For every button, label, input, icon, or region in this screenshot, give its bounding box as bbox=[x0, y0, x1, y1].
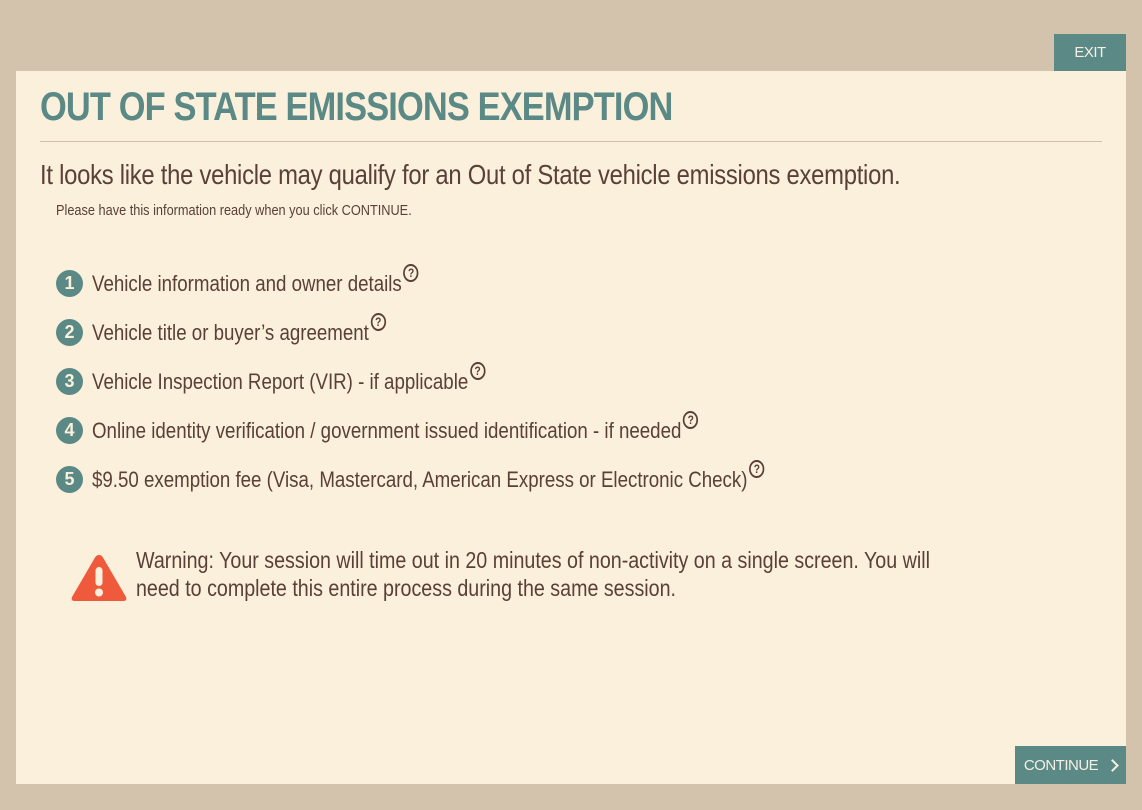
requirement-item-1: 1 Vehicle information and owner details? bbox=[56, 259, 883, 308]
warning-text: Warning: Your session will time out in 2… bbox=[136, 547, 930, 601]
requirement-label: Vehicle Inspection Report (VIR) - if app… bbox=[92, 361, 486, 395]
help-icon[interactable]: ? bbox=[403, 263, 419, 282]
requirement-label: Vehicle information and owner details? bbox=[92, 263, 419, 297]
title-divider bbox=[40, 141, 1102, 142]
chevron-right-icon bbox=[1106, 758, 1120, 772]
requirement-label: Online identity verification / governmen… bbox=[92, 410, 699, 444]
continue-label: CONTINUE bbox=[1023, 756, 1099, 774]
continue-button[interactable]: CONTINUE bbox=[1015, 746, 1126, 784]
help-icon[interactable]: ? bbox=[749, 459, 765, 478]
main-panel: OUT OF STATE EMISSIONS EXEMPTION It look… bbox=[16, 71, 1126, 784]
requirement-item-3: 3 Vehicle Inspection Report (VIR) - if a… bbox=[56, 357, 883, 406]
requirement-label: Vehicle title or buyer’s agreement? bbox=[92, 312, 386, 346]
requirement-item-5: 5 $9.50 exemption fee (Visa, Mastercard,… bbox=[56, 455, 883, 504]
number-3-badge: 3 bbox=[56, 368, 83, 395]
instructions-text: Please have this information ready when … bbox=[56, 202, 412, 219]
headline: It looks like the vehicle may qualify fo… bbox=[40, 159, 901, 190]
warning-triangle-icon bbox=[71, 555, 127, 601]
session-warning: Warning: Your session will time out in 2… bbox=[70, 546, 1080, 604]
help-icon[interactable]: ? bbox=[370, 312, 386, 331]
requirement-item-4: 4 Online identity verification / governm… bbox=[56, 406, 883, 455]
number-1-badge: 1 bbox=[56, 270, 83, 297]
requirement-label: $9.50 exemption fee (Visa, Mastercard, A… bbox=[92, 459, 765, 493]
number-5-badge: 5 bbox=[56, 466, 83, 493]
help-icon[interactable]: ? bbox=[469, 361, 486, 380]
exit-button[interactable]: EXIT bbox=[1054, 34, 1126, 71]
help-icon[interactable]: ? bbox=[683, 410, 699, 429]
page-title: OUT OF STATE EMISSIONS EXEMPTION bbox=[40, 85, 673, 129]
number-2-badge: 2 bbox=[56, 319, 83, 346]
requirement-item-2: 2 Vehicle title or buyer’s agreement? bbox=[56, 308, 883, 357]
number-4-badge: 4 bbox=[56, 417, 83, 444]
requirements-list: 1 Vehicle information and owner details?… bbox=[56, 259, 883, 504]
